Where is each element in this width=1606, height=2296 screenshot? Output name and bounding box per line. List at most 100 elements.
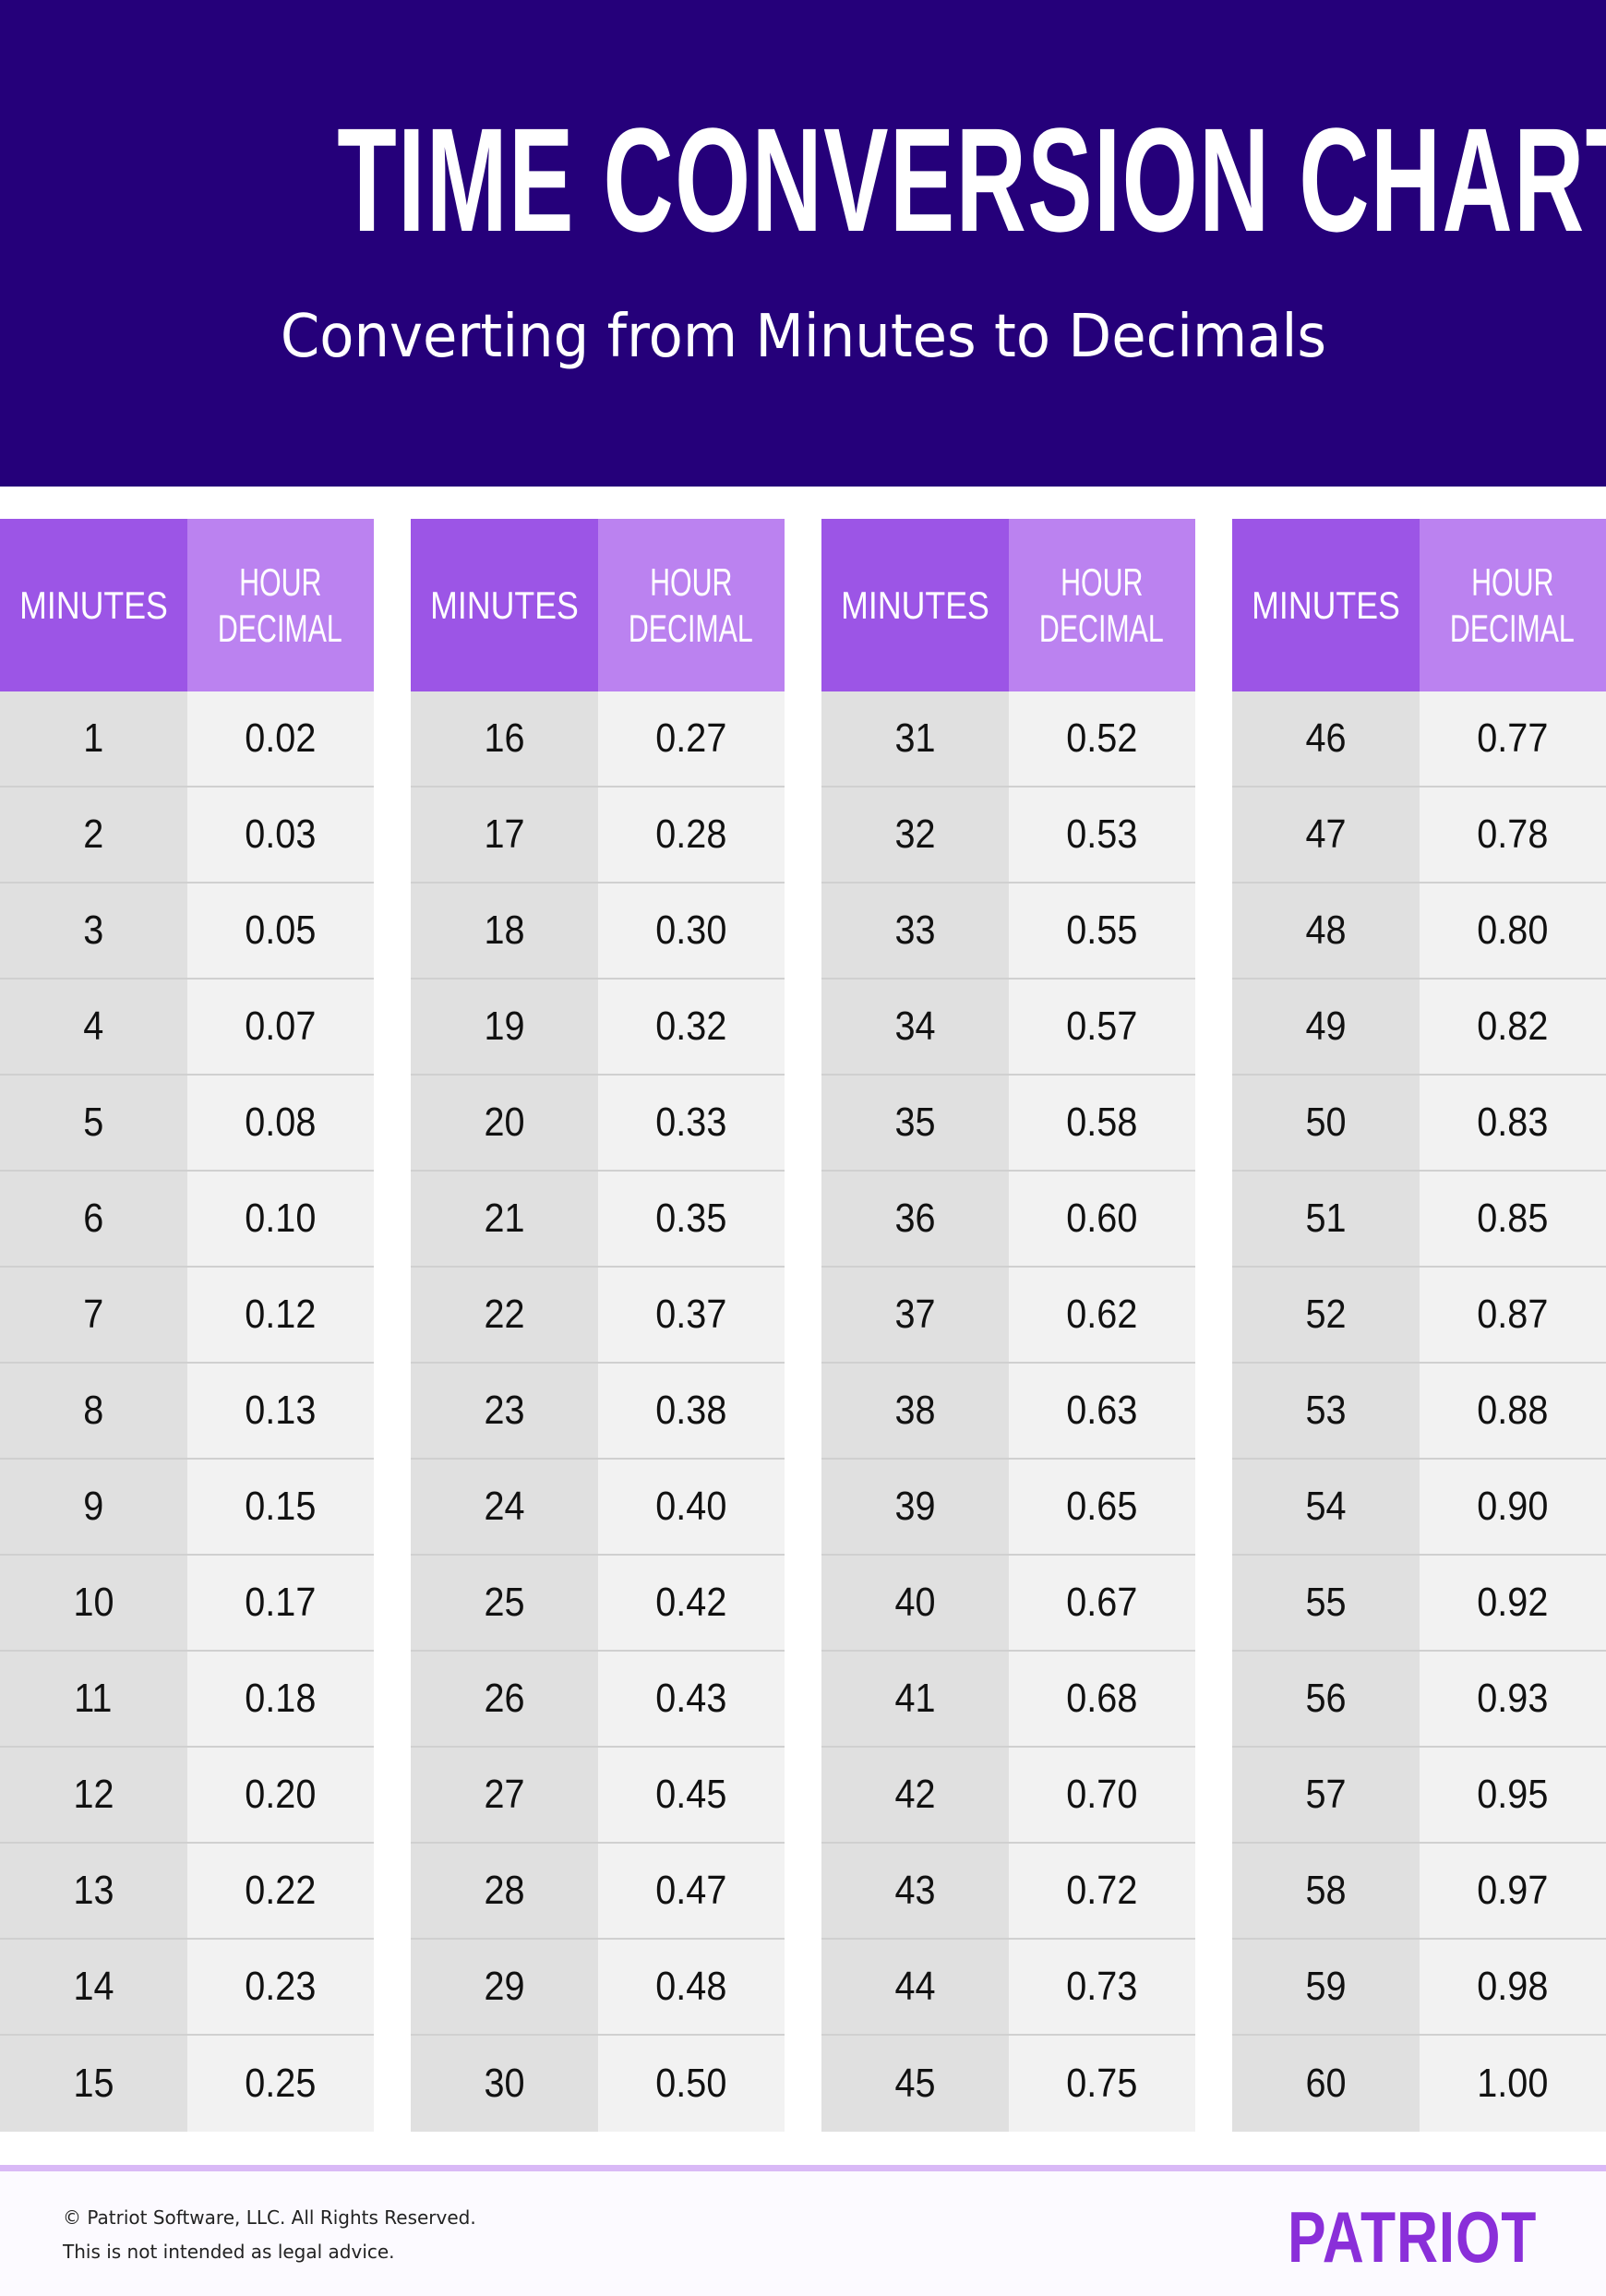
hour-decimal-header: HOUR DECIMAL xyxy=(186,519,374,691)
minutes-cell: 12 xyxy=(0,1748,187,1842)
decimal-value: 1.00 xyxy=(1477,2061,1549,2106)
header-line: HOUR xyxy=(1471,559,1554,604)
minutes-cell: 34 xyxy=(821,980,1009,1074)
minutes-value: 8 xyxy=(83,1388,104,1433)
decimal-cell: 0.70 xyxy=(1008,1748,1195,1842)
decimal-value: 0.08 xyxy=(245,1100,317,1145)
minutes-value: 28 xyxy=(484,1868,525,1913)
minutes-value: 37 xyxy=(894,1292,936,1337)
minutes-cell: 59 xyxy=(1232,1940,1420,2034)
minutes-value: 30 xyxy=(484,2061,525,2106)
minutes-cell: 36 xyxy=(821,1172,1009,1266)
table-row: 47 0.78 xyxy=(1232,787,1606,884)
minutes-cell: 58 xyxy=(1232,1844,1420,1938)
decimal-cell: 0.37 xyxy=(597,1268,785,1362)
decimal-value: 0.67 xyxy=(1066,1580,1138,1625)
minutes-value: 56 xyxy=(1305,1676,1347,1721)
decimal-value: 0.22 xyxy=(245,1868,317,1913)
header-line: HOUR xyxy=(650,559,733,604)
decimal-cell: 0.77 xyxy=(1419,691,1606,786)
minutes-value: 11 xyxy=(74,1676,113,1721)
minutes-cell: 18 xyxy=(411,884,598,978)
table-row: 2 0.03 xyxy=(0,787,374,884)
decimal-cell: 0.83 xyxy=(1419,1076,1606,1170)
minutes-value: 51 xyxy=(1305,1196,1347,1241)
minutes-cell: 6 xyxy=(0,1172,187,1266)
table-row: 25 0.42 xyxy=(411,1556,785,1652)
decimal-value: 0.92 xyxy=(1477,1580,1549,1625)
header-line: DECIMAL xyxy=(218,606,343,650)
minutes-cell: 11 xyxy=(0,1652,187,1746)
table-row: 10 0.17 xyxy=(0,1556,374,1652)
minutes-header-text: MINUTES xyxy=(1251,583,1400,627)
table-row: 60 1.00 xyxy=(1232,2036,1606,2132)
header-line: DECIMAL xyxy=(629,606,754,650)
minutes-cell: 35 xyxy=(821,1076,1009,1170)
header-line: HOUR xyxy=(239,559,322,604)
decimal-cell: 0.35 xyxy=(597,1172,785,1266)
minutes-header-text: MINUTES xyxy=(18,583,168,627)
decimal-value: 0.97 xyxy=(1477,1868,1549,1913)
decimal-value: 0.03 xyxy=(245,811,317,857)
table-row: 43 0.72 xyxy=(821,1844,1195,1940)
minutes-value: 38 xyxy=(894,1388,936,1433)
decimal-value: 0.33 xyxy=(655,1100,727,1145)
minutes-value: 26 xyxy=(484,1676,525,1721)
table-row: 5 0.08 xyxy=(0,1076,374,1172)
minutes-cell: 42 xyxy=(821,1748,1009,1842)
minutes-header: MINUTES xyxy=(1232,519,1420,691)
minutes-cell: 14 xyxy=(0,1940,187,2034)
hour-decimal-header: HOUR DECIMAL xyxy=(597,519,785,691)
decimal-cell: 0.30 xyxy=(597,884,785,978)
decimal-cell: 0.13 xyxy=(186,1364,374,1458)
decimal-cell: 0.78 xyxy=(1419,787,1606,882)
decimal-value: 0.55 xyxy=(1066,908,1138,953)
table-row: 9 0.15 xyxy=(0,1460,374,1556)
table-row: 37 0.62 xyxy=(821,1268,1195,1364)
minutes-cell: 39 xyxy=(821,1460,1009,1554)
minutes-value: 27 xyxy=(484,1772,525,1817)
minutes-value: 5 xyxy=(83,1100,104,1145)
minutes-cell: 48 xyxy=(1232,884,1420,978)
conversion-table-1: MINUTES HOUR DECIMAL 1 0.02 2 0.03 3 0.05 4 0.07 5 0… xyxy=(0,519,374,2132)
table-row: 55 0.92 xyxy=(1232,1556,1606,1652)
decimal-cell: 0.22 xyxy=(186,1844,374,1938)
minutes-header-text: MINUTES xyxy=(429,583,579,627)
decimal-value: 0.57 xyxy=(1066,1004,1138,1049)
minutes-value: 60 xyxy=(1305,2061,1347,2106)
footer-divider xyxy=(0,2165,1606,2171)
table-row: 21 0.35 xyxy=(411,1172,785,1268)
minutes-value: 40 xyxy=(894,1580,936,1625)
decimal-cell: 0.92 xyxy=(1419,1556,1606,1650)
table-header: MINUTES HOUR DECIMAL xyxy=(1232,519,1606,691)
header-line: HOUR xyxy=(1061,559,1144,604)
table-row: 51 0.85 xyxy=(1232,1172,1606,1268)
minutes-value: 15 xyxy=(73,2061,114,2106)
minutes-cell: 41 xyxy=(821,1652,1009,1746)
minutes-header: MINUTES xyxy=(821,519,1009,691)
table-row: 36 0.60 xyxy=(821,1172,1195,1268)
decimal-value: 0.78 xyxy=(1477,811,1549,857)
decimal-value: 0.93 xyxy=(1477,1676,1549,1721)
table-row: 17 0.28 xyxy=(411,787,785,884)
table-row: 22 0.37 xyxy=(411,1268,785,1364)
minutes-value: 6 xyxy=(83,1196,104,1241)
minutes-cell: 44 xyxy=(821,1940,1009,2034)
table-row: 3 0.05 xyxy=(0,884,374,980)
decimal-value: 0.23 xyxy=(245,1964,317,2009)
minutes-cell: 26 xyxy=(411,1652,598,1746)
decimal-value: 0.70 xyxy=(1066,1772,1138,1817)
footer: © Patriot Software, LLC. All Rights Rese… xyxy=(0,2171,1606,2296)
minutes-value: 22 xyxy=(484,1292,525,1337)
table-row: 50 0.83 xyxy=(1232,1076,1606,1172)
decimal-cell: 0.07 xyxy=(186,980,374,1074)
decimal-value: 0.60 xyxy=(1066,1196,1138,1241)
minutes-value: 55 xyxy=(1305,1580,1347,1625)
minutes-value: 35 xyxy=(894,1100,936,1145)
decimal-cell: 0.72 xyxy=(1008,1844,1195,1938)
minutes-value: 59 xyxy=(1305,1964,1347,2009)
decimal-cell: 0.32 xyxy=(597,980,785,1074)
table-row: 24 0.40 xyxy=(411,1460,785,1556)
minutes-value: 25 xyxy=(484,1580,525,1625)
table-row: 48 0.80 xyxy=(1232,884,1606,980)
